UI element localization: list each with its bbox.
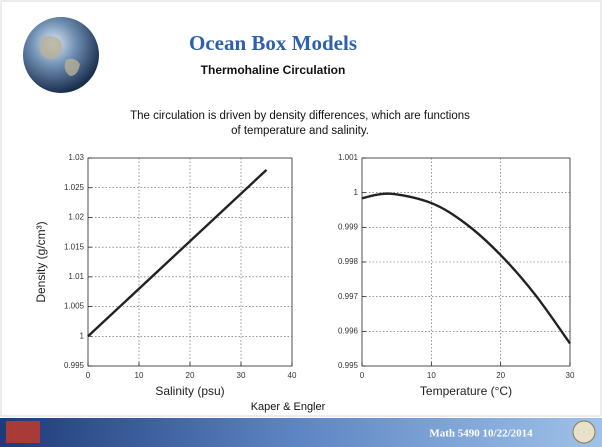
y-tick-label: 1.03 [68, 153, 84, 162]
slide-title: Ocean Box Models [189, 31, 357, 55]
y-tick-label: 1.001 [338, 153, 359, 162]
logo-left [6, 421, 40, 443]
x-tick-label: 0 [360, 371, 365, 380]
y-tick-label: 0.995 [64, 361, 85, 370]
plot-area [88, 158, 292, 366]
globe-icon [23, 17, 99, 93]
y-tick-label: 1.005 [64, 302, 85, 311]
y-tick-label: 1.01 [68, 272, 84, 281]
y-tick-label: 1.025 [64, 183, 85, 192]
y-tick-label: 1.02 [68, 213, 84, 222]
x-tick-label: 20 [496, 371, 505, 380]
x-tick-label: 10 [135, 371, 144, 380]
x-tick-label: 40 [288, 371, 297, 380]
y-tick-label: 0.999 [338, 222, 359, 231]
slide: Ocean Box Models Thermohaline Circulatio… [0, 0, 602, 447]
y-tick-label: 0.995 [338, 361, 359, 370]
x-axis-label: Temperature (°C) [420, 384, 512, 398]
x-tick-label: 10 [427, 371, 436, 380]
x-tick-label: 30 [237, 371, 246, 380]
x-tick-label: 20 [186, 371, 195, 380]
y-tick-label: 0.997 [338, 292, 359, 301]
y-tick-label: 1 [354, 188, 359, 197]
body-text: of temperature and salinity. [231, 125, 369, 137]
credit: Kaper & Engler [251, 401, 326, 413]
y-tick-label: 1 [80, 331, 85, 340]
y-tick-label: 0.996 [338, 326, 359, 335]
y-axis-label: Density (g/cm³) [34, 221, 48, 302]
x-tick-label: 0 [86, 371, 91, 380]
y-tick-label: 1.015 [64, 242, 85, 251]
y-tick-label: 0.998 [338, 257, 359, 266]
slide-subtitle: Thermohaline Circulation [201, 63, 346, 77]
logo-right [573, 421, 595, 443]
footer-text: Math 5490 10/22/2014 [429, 428, 533, 440]
body-text: The circulation is driven by density dif… [130, 110, 470, 122]
x-axis-label: Salinity (psu) [155, 384, 224, 398]
page: {"title": "Ocean Box Models", "subtitle"… [0, 0, 602, 447]
plot-area [362, 158, 570, 366]
x-tick-label: 30 [566, 371, 575, 380]
